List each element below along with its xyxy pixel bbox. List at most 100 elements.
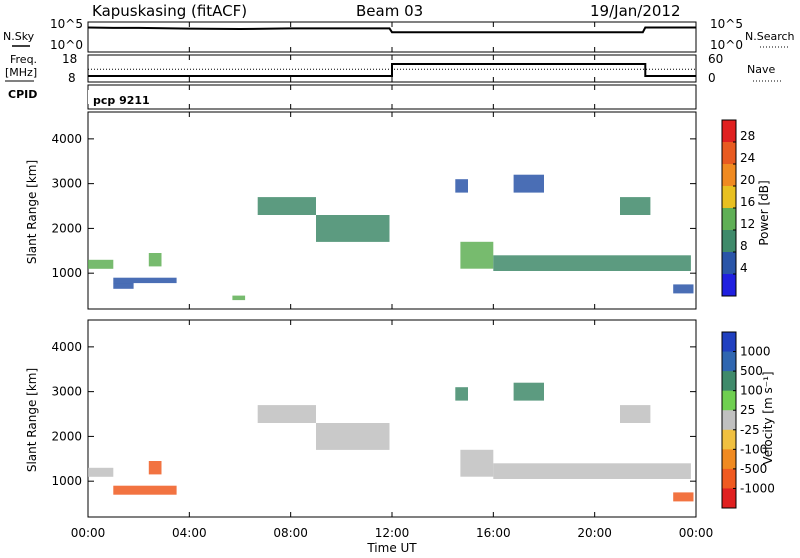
cpid-value: pcp 9211	[93, 94, 150, 107]
velocity-range-ticks: 4000 3000 2000 1000	[51, 340, 696, 488]
time-tick-label: 08:00	[273, 526, 308, 540]
nsearch-label: N.Search	[745, 30, 795, 43]
velocity-colorbar: 1000 500 100 25 -25 -100 -500 -1000	[721, 331, 775, 509]
power-echo-region-5	[257, 197, 316, 215]
power-range-ticks: 4000 3000 2000 1000	[51, 132, 696, 280]
velocity-range-axis-label: Slant Range [km]	[25, 368, 39, 472]
power-colorbar-tick-label: 8	[740, 239, 748, 253]
beam-title: Beam 03	[356, 2, 423, 20]
velocity-echo-region-4	[316, 423, 390, 450]
power-echo-region-3	[148, 253, 162, 267]
power-colorbar-tick-label: 4	[740, 261, 748, 275]
velocity-colorbar-tick-label: -25	[740, 423, 760, 437]
velocity-colorbar-swatch	[722, 371, 736, 392]
power-colorbar: 28 24 20 16 12 8 4	[721, 119, 755, 297]
velocity-echo-region-9	[620, 405, 651, 423]
power-colorbar-tick-label: 28	[740, 129, 755, 143]
time-tick-label: 00:00	[71, 526, 106, 540]
velocity-echo-region-3	[257, 405, 316, 423]
time-tick-label: 12:00	[375, 526, 410, 540]
power-data-marks	[88, 174, 694, 301]
power-colorbar-swatch	[722, 164, 736, 187]
power-panel-frame	[87, 111, 697, 310]
date-title: 19/Jan/2012	[590, 2, 681, 20]
power-echo-region-6	[316, 215, 390, 242]
power-echo-region-10	[455, 179, 468, 193]
station-title: Kapuskasing (fitACF)	[92, 2, 247, 20]
range-tick-label: 2000	[51, 429, 82, 443]
time-tick-label: 04:00	[172, 526, 207, 540]
freq-unit-label: [MHz]	[5, 66, 37, 79]
power-panel: 4000 3000 2000 1000 Slant Range [km]	[25, 111, 697, 310]
power-colorbar-tick-label: 12	[740, 217, 755, 231]
velocity-echo-region-8	[455, 387, 468, 401]
range-tick-label: 2000	[51, 221, 82, 235]
time-axis-ticks: 00:00 04:00 08:00 12:00 16:00 20:00 00:00	[71, 22, 714, 540]
noise-tick-left-bottom: 10^0	[50, 38, 83, 52]
power-echo-region-12	[673, 284, 694, 294]
power-colorbar-tick-label: 20	[740, 173, 755, 187]
nave-tick-top: 60	[708, 52, 723, 66]
power-echo-region-0	[88, 259, 114, 269]
power-colorbar-swatch	[722, 208, 736, 231]
velocity-colorbar-tick-label: 25	[740, 403, 755, 417]
velocity-colorbar-swatch	[722, 390, 736, 411]
nave-label: Nave	[747, 63, 775, 76]
power-colorbar-swatch	[722, 142, 736, 165]
velocity-echo-region-5	[460, 449, 494, 477]
time-axis-label: Time UT	[366, 541, 417, 554]
power-range-axis-label: Slant Range [km]	[25, 160, 39, 264]
velocity-colorbar-swatch	[722, 429, 736, 450]
power-echo-region-7	[460, 241, 494, 269]
power-echo-region-4	[232, 295, 246, 301]
noise-tick-right-bottom: 10^0	[710, 38, 743, 52]
velocity-colorbar-label: Velocity [m s⁻¹]	[761, 371, 775, 464]
cpid-frame-mask	[88, 86, 89, 108]
velocity-colorbar-tick-label: 100	[740, 384, 763, 398]
nsky-label: N.Sky	[3, 30, 35, 43]
freq-tick-bottom: 8	[68, 71, 76, 85]
power-colorbar-tick-label: 16	[740, 195, 755, 209]
velocity-panel: 4000 3000 2000 1000 Slant Range [km]	[25, 319, 697, 518]
velocity-colorbar-tick-label: -500	[740, 462, 767, 476]
nave-tick-bottom: 0	[708, 71, 716, 85]
noise-tick-left-top: 10^5	[50, 17, 83, 31]
power-echo-region-8	[493, 255, 691, 271]
power-colorbar-swatch	[722, 230, 736, 253]
velocity-colorbar-swatch	[722, 410, 736, 431]
range-tick-label: 4000	[51, 340, 82, 354]
noise-panel: 10^5 10^0 10^5 10^0	[50, 17, 743, 53]
freq-label: Freq.	[10, 53, 37, 66]
velocity-colorbar-tick-label: -100	[740, 442, 767, 456]
time-tick-label: 00:00	[679, 526, 714, 540]
velocity-echo-region-7	[513, 382, 544, 401]
range-tick-label: 4000	[51, 132, 82, 146]
velocity-colorbar-frame	[721, 331, 737, 509]
freq-panel: 18 8 60 0	[62, 52, 723, 85]
velocity-colorbar-tick-label: 1000	[740, 345, 771, 359]
time-tick-label: 20:00	[577, 526, 612, 540]
nsky-series-line	[87, 26, 696, 34]
power-colorbar-swatch	[722, 120, 736, 143]
power-echo-region-1	[113, 283, 134, 289]
velocity-echo-region-6	[493, 463, 691, 479]
velocity-colorbar-swatch	[722, 449, 736, 470]
velocity-colorbar-swatch	[722, 351, 736, 372]
range-tick-label: 1000	[51, 474, 82, 488]
range-tick-label: 3000	[51, 385, 82, 399]
time-tick-label: 16:00	[476, 526, 511, 540]
velocity-data-marks	[88, 382, 694, 502]
velocity-echo-region-0	[88, 467, 114, 477]
velocity-echo-region-1	[113, 485, 177, 495]
power-echo-region-9	[513, 174, 544, 193]
power-colorbar-tick-label: 24	[740, 151, 755, 165]
velocity-colorbar-tick-label: -1000	[740, 481, 775, 495]
range-tick-label: 1000	[51, 266, 82, 280]
noise-tick-right-top: 10^5	[710, 17, 743, 31]
velocity-echo-region-2	[148, 461, 162, 475]
freq-series-line	[88, 63, 696, 77]
power-colorbar-swatch	[722, 186, 736, 209]
power-colorbar-swatch	[722, 252, 736, 275]
